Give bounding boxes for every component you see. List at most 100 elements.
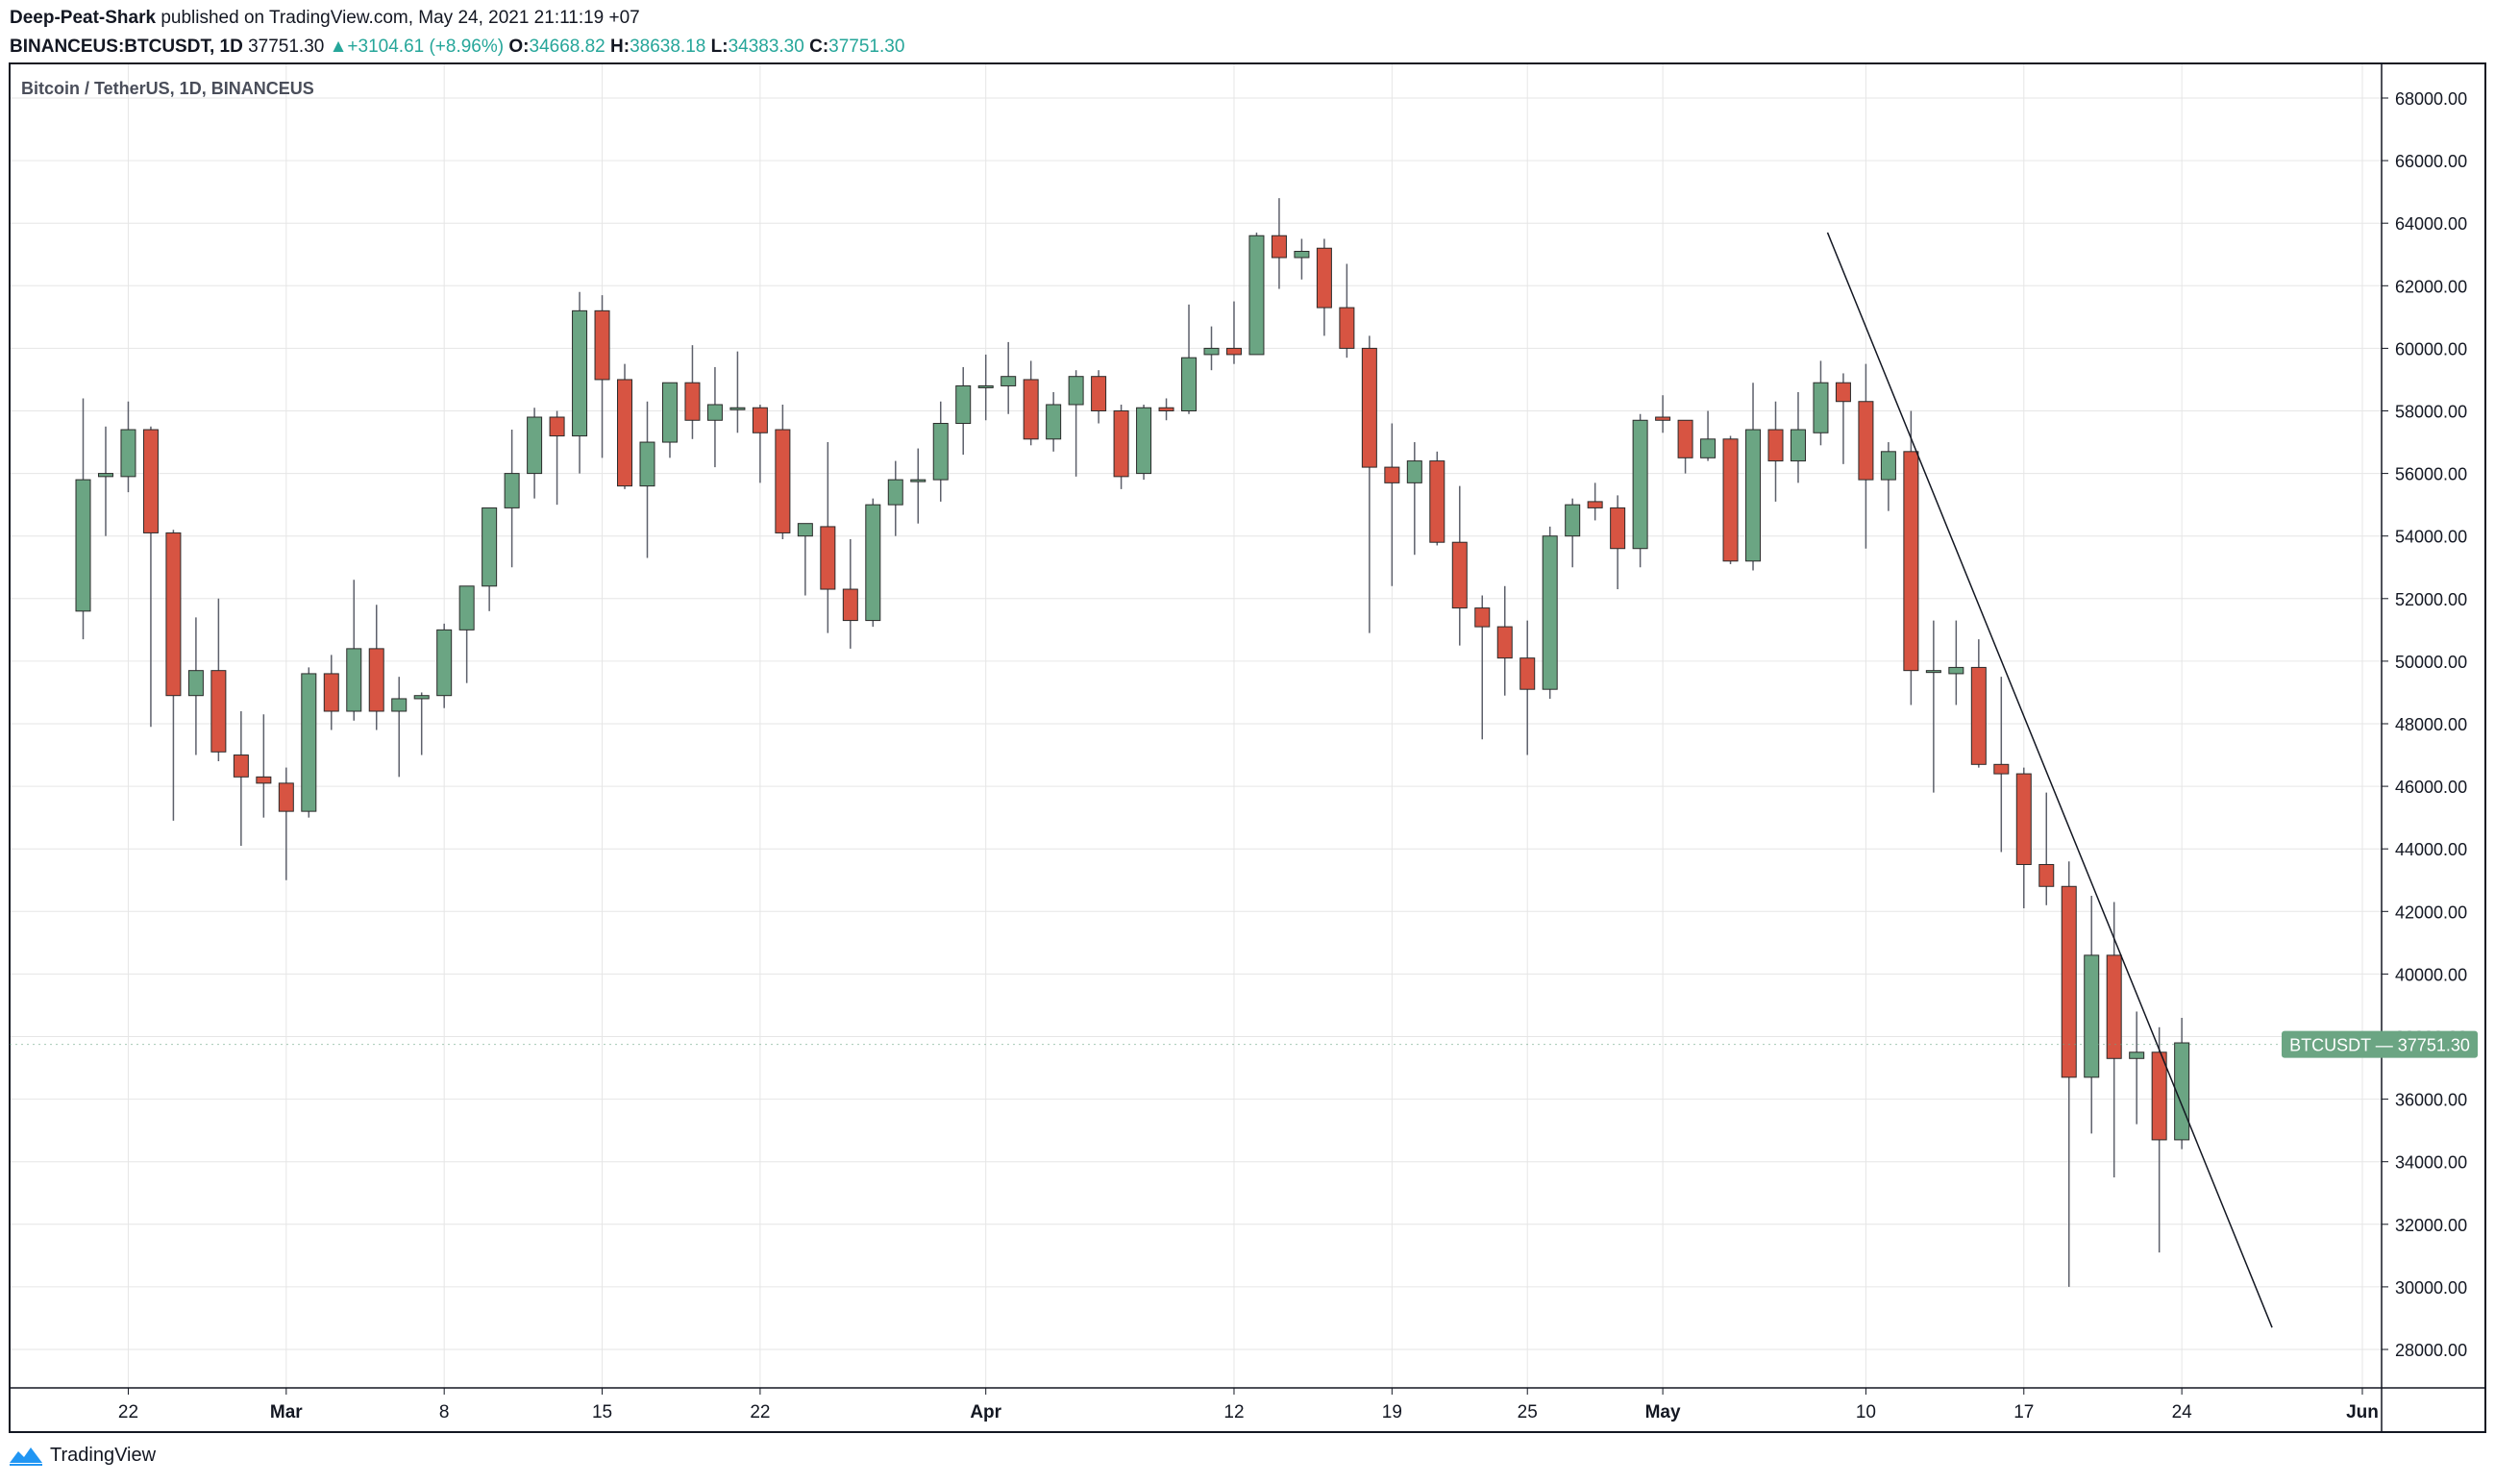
candle-body [2106, 954, 2122, 1059]
candle [1993, 677, 2010, 853]
candle [1451, 485, 1468, 646]
candle [210, 598, 227, 762]
candle [639, 401, 655, 558]
candle [1835, 373, 1851, 464]
candle-body [1587, 501, 1603, 508]
candle [323, 655, 339, 730]
candle-body [1565, 504, 1581, 537]
candle [75, 398, 91, 640]
candle-body [1496, 626, 1513, 659]
x-tick-label: 22 [118, 1402, 138, 1422]
x-tick-label: 19 [1382, 1402, 1402, 1422]
candle [1903, 410, 1919, 705]
candle [1158, 398, 1174, 421]
candle-body [142, 429, 159, 533]
low-value: 34383.30 [728, 37, 804, 57]
author-name[interactable]: Deep-Peat-Shark [10, 8, 157, 28]
candle [1767, 401, 1784, 502]
trend-line [1826, 232, 2273, 1328]
candle-body [256, 776, 272, 784]
candle-body [391, 698, 408, 712]
candle-body [1136, 407, 1152, 475]
candle-body [977, 384, 994, 388]
candle-body [1339, 307, 1355, 349]
candle-body [278, 782, 294, 812]
candle [1542, 526, 1558, 699]
candle-body [1429, 460, 1445, 543]
candle-body [482, 507, 498, 587]
candle [458, 585, 475, 683]
candle [482, 507, 498, 611]
candle-body [1745, 429, 1762, 562]
candle [2038, 792, 2055, 905]
x-tick-label: 12 [1223, 1402, 1244, 1422]
x-tick-label: Mar [270, 1402, 303, 1422]
candle [1655, 395, 1671, 433]
x-tick-label: 8 [439, 1402, 450, 1422]
candle-body [1722, 438, 1739, 562]
candle-body [1406, 460, 1422, 483]
candle-body [1113, 410, 1129, 478]
candle [1203, 326, 1220, 371]
high-label: H: [610, 37, 630, 57]
candle [2084, 896, 2100, 1134]
candle-body [504, 473, 520, 508]
y-tick-label: 66000.00 [2395, 152, 2467, 171]
candle [97, 426, 113, 536]
x-tick-label: 22 [750, 1402, 770, 1422]
candle [820, 442, 836, 633]
candle-body [1294, 250, 1310, 259]
y-tick-label: 62000.00 [2395, 277, 2467, 296]
publish-line: Deep-Peat-Shark published on TradingView… [10, 4, 904, 33]
low-label: L: [710, 37, 729, 57]
y-tick-label: 64000.00 [2395, 214, 2467, 234]
x-tick-label: May [1645, 1402, 1681, 1422]
y-tick-label: 60000.00 [2395, 339, 2467, 359]
candle [346, 580, 362, 721]
y-tick-label: 58000.00 [2395, 403, 2467, 422]
y-tick-label: 30000.00 [2395, 1278, 2467, 1298]
candle-body [1225, 347, 1242, 356]
axes: 28000.00 30000.00 32000.00 34000.00 36000.00… [9, 62, 2486, 1433]
candle-body [75, 479, 91, 612]
candle [368, 605, 384, 730]
candle [1068, 370, 1084, 477]
candle-body [1610, 507, 1626, 550]
candle-body [1316, 247, 1332, 309]
candle-body [413, 695, 430, 700]
candle-body [1519, 657, 1536, 690]
y-tick-label: 34000.00 [2395, 1153, 2467, 1173]
candle-body [97, 473, 113, 478]
candle [1587, 482, 1603, 521]
candle-body [684, 382, 701, 421]
candle-body [1474, 607, 1491, 628]
drawings: BTCUSDT — 37751.30 [10, 232, 2478, 1328]
candle-body [187, 670, 204, 697]
y-tick-label: 28000.00 [2395, 1341, 2467, 1360]
candle [1429, 451, 1445, 546]
candle-body [2129, 1051, 2145, 1059]
candle [142, 426, 159, 728]
candle-body [729, 407, 746, 410]
candle [1948, 620, 1964, 705]
candle-body [1158, 407, 1174, 411]
candle-body [1790, 429, 1806, 462]
candle [120, 401, 136, 493]
y-tick-label: 36000.00 [2395, 1091, 2467, 1110]
candle [2061, 861, 2077, 1287]
candle-body [527, 416, 543, 475]
candle-body [1970, 666, 1987, 765]
candle-body [617, 379, 633, 487]
candle-body [1767, 429, 1784, 462]
candle [278, 767, 294, 880]
candle [1970, 639, 1987, 768]
candle-body [1091, 376, 1107, 412]
candle [1610, 495, 1626, 590]
candle [706, 366, 723, 468]
tradingview-watermark[interactable]: TradingView [8, 1444, 156, 1467]
candle-body [639, 441, 655, 487]
tradingview-logo-icon [10, 1447, 42, 1466]
candle-body [2038, 863, 2055, 887]
price-label-text: BTCUSDT — 37751.30 [2289, 1036, 2470, 1055]
